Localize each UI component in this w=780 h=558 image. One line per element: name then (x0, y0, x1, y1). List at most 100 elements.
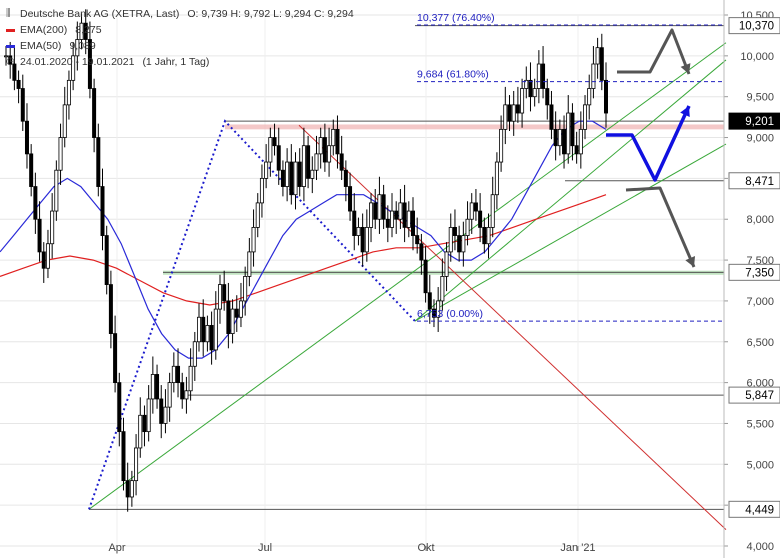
candle (276, 127, 281, 185)
candle (272, 123, 277, 156)
candle (92, 78, 97, 153)
candle (562, 115, 567, 169)
x-tick-label: Apr (108, 542, 125, 554)
candle (360, 213, 365, 267)
candle (209, 311, 214, 365)
candle (390, 193, 395, 238)
candle (499, 115, 504, 172)
fibonacci-levels: 10,377 (76.40%) 9,684 (61.80%) 6,753 (0.00… (417, 12, 724, 322)
candle-body (461, 235, 466, 253)
candle (427, 274, 432, 324)
bullish-arrow-path (617, 28, 691, 75)
candle (578, 111, 583, 169)
candlestick-icon: ⫼ (6, 8, 11, 19)
bearish-arrow-head (685, 256, 696, 267)
candle-body (62, 104, 67, 138)
candle (566, 95, 571, 164)
candle (452, 209, 457, 251)
candle-body (402, 202, 407, 228)
candle-body (419, 243, 424, 261)
candle-body (83, 22, 88, 40)
trendline-short (414, 59, 727, 322)
trendline-long (88, 42, 727, 510)
candle-body (75, 39, 80, 57)
candle (259, 164, 264, 218)
price-label-box (728, 172, 780, 190)
candle (574, 131, 579, 164)
candle (16, 70, 21, 104)
candle (322, 123, 327, 172)
candle (595, 37, 600, 79)
candle-body (20, 88, 25, 122)
candle-body (343, 169, 348, 187)
candle-body (314, 153, 319, 171)
candle-body (360, 226, 365, 253)
candle (398, 189, 403, 230)
legend-period: 24.01.2020 - 19.01.2021 (20, 56, 135, 68)
candle-body (574, 145, 579, 155)
candle-body (545, 88, 550, 106)
candle (436, 287, 441, 332)
candle (591, 46, 596, 99)
y-tick-label: 5,000 (746, 459, 774, 471)
candle-body (494, 161, 499, 196)
candle (532, 78, 537, 107)
x-tick-label: Okt (417, 542, 434, 554)
candle-body (247, 251, 252, 277)
candle (486, 213, 491, 259)
candle (297, 148, 302, 197)
candle-body (45, 243, 50, 269)
scenario-arrows (606, 28, 696, 268)
candle-body (591, 63, 596, 89)
candle-body (377, 194, 382, 220)
candle-body (570, 112, 575, 147)
candle (104, 225, 109, 295)
candle-body (58, 137, 63, 171)
candle-body (96, 137, 101, 187)
candle-body (364, 226, 369, 253)
legend-ema200-row: EMA(200) 8,275 (6, 22, 354, 38)
candle (255, 193, 260, 238)
candle-body (226, 300, 231, 334)
candle-body (121, 431, 126, 482)
candle-body (310, 169, 315, 179)
candle (402, 184, 407, 243)
candle (113, 315, 118, 393)
candle (41, 242, 46, 283)
candle-body (71, 55, 76, 81)
candle (599, 33, 604, 91)
candle (570, 103, 575, 161)
candle (247, 238, 252, 287)
price-label-10-370: 10,370 (728, 17, 780, 35)
candle (545, 78, 550, 120)
candle-body (515, 104, 520, 114)
candle-body (331, 128, 336, 147)
bullish-arrow (617, 28, 691, 75)
candle (503, 86, 508, 145)
candle-body (520, 88, 525, 114)
candle-body (381, 194, 386, 220)
candle-body (41, 251, 46, 269)
candle-body (394, 210, 399, 220)
candle-body (8, 55, 13, 65)
y-tick-label: 9,500 (746, 92, 774, 104)
legend-ohlc: O: 9,739 H: 9,792 L: 9,294 C: 9,294 (187, 8, 354, 20)
candle (306, 135, 311, 189)
candle (188, 348, 193, 401)
candle-body (406, 210, 411, 228)
fib-level-0-label: 6,753 (0.00%) (417, 308, 483, 320)
y-tick-label: 8,000 (746, 214, 774, 226)
price-label-box (728, 263, 780, 281)
price-label-text: 8,471 (745, 176, 774, 188)
candle-body (184, 390, 189, 400)
candle-body (33, 186, 38, 220)
candle-body (339, 153, 344, 171)
legend-ema50-row: EMA(50) 9,089 (6, 38, 354, 54)
fib-level-6180-label: 9,684 (61.80%) (417, 69, 489, 81)
candle-body (234, 308, 239, 318)
candle (507, 95, 512, 132)
price-label-text: 10,370 (739, 21, 774, 33)
candle (431, 299, 436, 328)
candle-body (238, 300, 243, 318)
